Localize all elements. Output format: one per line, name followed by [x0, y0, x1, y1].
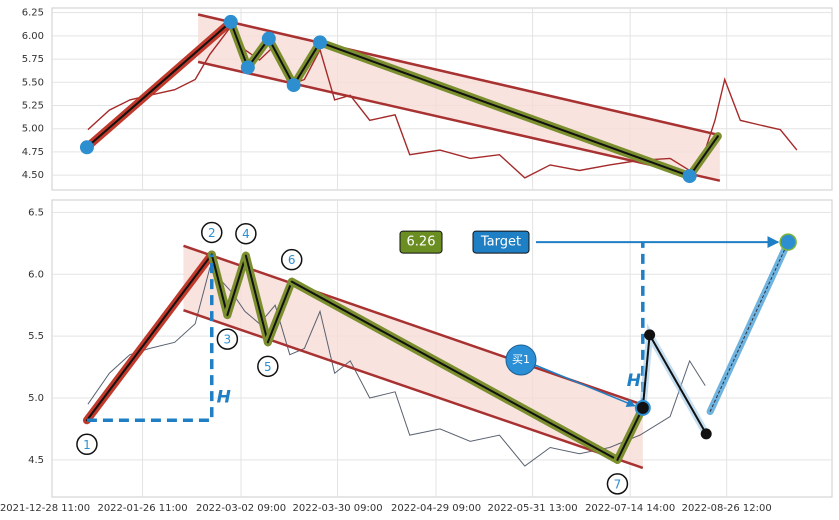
y-tick-label: 6.25 — [22, 8, 44, 19]
pattern-marker — [682, 169, 697, 184]
pattern-core — [85, 20, 232, 149]
pattern-core — [616, 406, 644, 461]
projection-point — [634, 399, 651, 416]
y-tick-label: 4.5 — [28, 455, 44, 466]
point-label: 7 — [614, 477, 622, 491]
point-label-ring — [201, 221, 223, 244]
buy-arrow — [534, 364, 636, 407]
pattern-marker — [313, 35, 328, 50]
x-tick-label: 2022-03-02 09:00 — [196, 503, 286, 514]
point-label-ring — [257, 355, 279, 378]
projection-point — [700, 428, 712, 440]
target-box — [472, 230, 530, 254]
pattern-core — [266, 280, 293, 344]
pattern-core — [267, 37, 295, 87]
price-line — [87, 267, 706, 467]
point-label: 3 — [224, 333, 232, 347]
y-tick-label: 5.5 — [28, 331, 44, 342]
channel-lower — [197, 60, 721, 182]
pattern-core — [290, 280, 619, 461]
pattern-core — [319, 41, 691, 178]
x-tick-label: 2022-08-26 12:00 — [682, 503, 772, 514]
height-label: H — [217, 387, 231, 407]
pattern-core — [210, 253, 229, 317]
x-tick-label: 2022-04-29 09:00 — [391, 503, 481, 514]
pattern-core — [85, 253, 213, 422]
y-tick-label: 5.25 — [22, 101, 44, 112]
channel-lower — [183, 308, 644, 470]
pattern-core — [244, 254, 269, 344]
point-label-ring — [76, 433, 98, 456]
pattern-core — [292, 41, 322, 87]
y-tick-label: 5.0 — [28, 393, 44, 404]
point-label-ring — [280, 248, 303, 271]
height-label: H — [627, 371, 641, 391]
projection-point — [644, 329, 656, 341]
point-label: 4 — [242, 227, 250, 241]
pattern-marker — [223, 14, 238, 29]
pattern-core — [229, 20, 249, 69]
y-tick-label: 6.5 — [28, 207, 44, 218]
value-box — [399, 230, 443, 254]
x-tick-label: 2021-12-28 11:00 — [0, 503, 90, 514]
target-point — [779, 233, 797, 251]
value-label: 6.26 — [407, 235, 436, 250]
channel-upper — [197, 13, 721, 137]
y-tick-label: 5.50 — [22, 77, 44, 88]
x-tick-label: 2022-05-31 13:00 — [488, 503, 578, 514]
target-label: Target — [480, 235, 521, 250]
y-tick-label: 4.75 — [22, 147, 44, 158]
point-label-ring — [216, 328, 239, 350]
buy-marker — [505, 344, 537, 376]
point-label: 2 — [208, 226, 216, 240]
x-tick-label: 2022-01-26 11:00 — [97, 503, 187, 514]
point-label-ring — [235, 222, 257, 245]
y-tick-label: 6.0 — [28, 269, 44, 280]
pattern-marker — [79, 140, 94, 155]
point-label: 1 — [83, 438, 91, 452]
point-label: 6 — [288, 253, 296, 267]
y-tick-label: 5.75 — [22, 54, 44, 65]
y-tick-label: 5.00 — [22, 124, 44, 135]
target-core — [709, 241, 789, 412]
pattern-core — [226, 254, 247, 317]
y-tick-label: 4.50 — [22, 170, 44, 181]
pattern-marker — [240, 60, 255, 75]
buy-label: 买1 — [512, 353, 530, 366]
point-label-ring — [606, 473, 629, 495]
height-guide — [86, 254, 214, 423]
point-label: 5 — [264, 360, 272, 374]
y-tick-label: 6.00 — [22, 31, 44, 42]
x-tick-label: 2022-07-14 14:00 — [585, 503, 675, 514]
pattern-core — [688, 135, 719, 178]
pattern-marker — [286, 78, 301, 93]
pattern-marker — [261, 31, 276, 46]
x-tick-label: 2022-03-30 09:00 — [293, 503, 383, 514]
